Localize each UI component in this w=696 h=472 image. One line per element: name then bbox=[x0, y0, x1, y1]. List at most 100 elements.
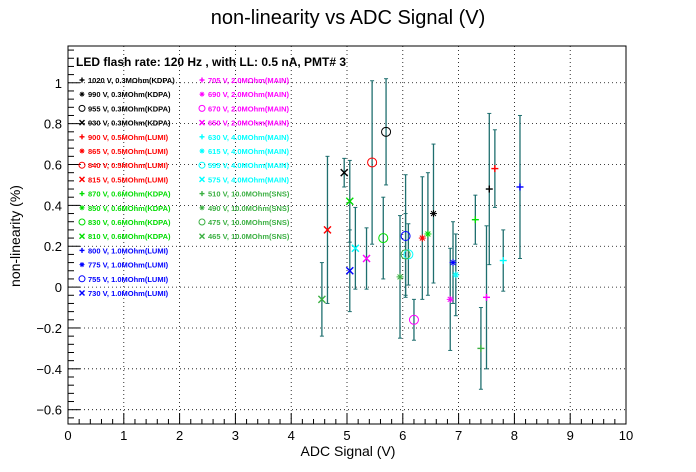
legend-label: 870 V, 0.6MOhm(KDPA) bbox=[88, 190, 171, 199]
legend-marker bbox=[199, 176, 205, 183]
data-point bbox=[452, 271, 460, 279]
data-point bbox=[362, 254, 371, 263]
y-tick-label: 0.6 bbox=[44, 158, 62, 173]
marker-stroke bbox=[400, 231, 411, 242]
data-point bbox=[317, 295, 326, 304]
legend-label: 650 V, 2.0MOhm(MAIN) bbox=[208, 119, 289, 128]
marker-stroke bbox=[78, 104, 86, 112]
legend-entry: 775 V, 1.0MOhm(LUMI) bbox=[79, 261, 169, 270]
y-tick-label: 0.2 bbox=[44, 239, 62, 254]
legend-label: 490 V, 10.0MOhm(SNS) bbox=[208, 204, 290, 213]
data-point bbox=[408, 314, 419, 325]
data-point bbox=[351, 244, 360, 253]
legend-entry: 955 V, 0.3MOhm(KDPA) bbox=[78, 104, 171, 113]
legend-marker bbox=[79, 119, 85, 126]
data-markers bbox=[317, 126, 524, 352]
legend-marker bbox=[78, 218, 86, 226]
legend-marker bbox=[78, 161, 86, 169]
legend-label: 830 V, 0.6MOhm(KDPA) bbox=[88, 218, 171, 227]
data-point bbox=[400, 249, 411, 260]
x-tick-label: 3 bbox=[232, 428, 239, 443]
legend-entry: 730 V, 1.0MOhm(LUMI) bbox=[79, 289, 169, 298]
legend-entry: 840 V, 0.5MOhm(LUMI) bbox=[78, 161, 169, 170]
legend-marker bbox=[199, 77, 205, 83]
data-point bbox=[323, 225, 332, 234]
legend-entry: 810 V, 0.6MOhm(KDPA) bbox=[79, 232, 171, 241]
data-point bbox=[396, 273, 404, 281]
legend-label: 800 V, 1.0MOhm(LUMI) bbox=[88, 246, 169, 255]
legend-label: 1020 V, 0.3MOhm(KDPA) bbox=[88, 76, 175, 85]
legend-marker bbox=[198, 161, 206, 169]
legend-entry: 830 V, 0.6MOhm(KDPA) bbox=[78, 218, 171, 227]
legend-marker bbox=[79, 262, 85, 268]
marker-stroke bbox=[317, 295, 326, 304]
marker-stroke bbox=[345, 266, 354, 275]
data-point bbox=[485, 185, 493, 193]
marker-stroke bbox=[323, 225, 332, 234]
legend-label: 595 V, 4.0MOhm(MAIN) bbox=[208, 161, 289, 170]
legend-entry: 870 V, 0.6MOhm(KDPA) bbox=[79, 190, 171, 199]
y-tick-label: 0.8 bbox=[44, 117, 62, 132]
legend-marker bbox=[79, 91, 85, 97]
data-point bbox=[477, 344, 485, 352]
data-point bbox=[418, 234, 426, 242]
data-point bbox=[340, 168, 349, 177]
legend-label: 730 V, 1.0MOhm(LUMI) bbox=[88, 289, 169, 298]
x-tick-label: 8 bbox=[511, 428, 518, 443]
legend-label: 510 V, 10.0MOhm(SNS) bbox=[208, 190, 290, 199]
legend-label: 900 V, 0.5MOhm(LUMI) bbox=[88, 133, 169, 142]
marker-stroke bbox=[345, 197, 354, 206]
data-point bbox=[424, 230, 432, 238]
y-tick-label: 1 bbox=[55, 76, 62, 91]
legend-marker bbox=[79, 205, 85, 211]
y-tick-label: 0 bbox=[55, 280, 62, 295]
legend-entry: 490 V, 10.0MOhm(SNS) bbox=[199, 204, 290, 213]
x-tick-label: 9 bbox=[567, 428, 574, 443]
chart-title: non-linearity vs ADC Signal (V) bbox=[211, 7, 486, 29]
legend-label: 840 V, 0.5MOhm(LUMI) bbox=[88, 161, 169, 170]
legend-label: 690 V, 2.0MOhm(MAIN) bbox=[208, 90, 289, 99]
data-point bbox=[345, 197, 354, 206]
x-tick-label: 10 bbox=[619, 428, 633, 443]
legend-entry: 630 V, 4.0MOhm(MAIN) bbox=[199, 133, 289, 142]
legend-marker bbox=[79, 290, 85, 296]
legend-marker bbox=[78, 275, 86, 283]
legend-marker bbox=[79, 233, 85, 240]
legend-marker bbox=[199, 148, 205, 154]
legend-marker bbox=[199, 134, 205, 140]
marker-stroke bbox=[351, 244, 360, 253]
x-tick-label: 6 bbox=[399, 428, 406, 443]
legend-entry: 670 V, 2.0MOhm(MAIN) bbox=[198, 104, 289, 113]
x-tick-label: 2 bbox=[176, 428, 183, 443]
legend-entry: 705 V, 2.0MOhm(MAIN) bbox=[199, 76, 289, 85]
legend-label: 630 V, 4.0MOhm(MAIN) bbox=[208, 133, 289, 142]
legend-marker bbox=[198, 218, 206, 226]
legend-marker bbox=[79, 191, 85, 197]
x-tick-label: 5 bbox=[343, 428, 350, 443]
marker-stroke bbox=[198, 161, 206, 169]
data-point bbox=[446, 295, 454, 303]
legend-marker bbox=[79, 77, 85, 83]
data-point bbox=[483, 293, 490, 301]
marker-stroke bbox=[400, 249, 411, 260]
marker-stroke bbox=[199, 119, 205, 126]
legend-entry: 800 V, 1.0MOhm(LUMI) bbox=[79, 246, 169, 255]
marker-stroke bbox=[362, 254, 371, 263]
legend-entry: 990 V, 0.3MOhm(KDPA) bbox=[79, 90, 171, 99]
marker-stroke bbox=[79, 176, 85, 183]
marker-stroke bbox=[199, 233, 205, 240]
data-point bbox=[400, 231, 411, 242]
legend-marker bbox=[199, 91, 205, 97]
legend-entry: 475 V, 10.0MOhm(SNS) bbox=[198, 218, 290, 227]
legend-entry: 650 V, 2.0MOhm(MAIN) bbox=[199, 119, 289, 128]
marker-stroke bbox=[403, 249, 414, 260]
legend-label: 990 V, 0.3MOhm(KDPA) bbox=[88, 90, 171, 99]
data-point bbox=[345, 266, 354, 275]
legend-entry: 930 V, 0.3MOhm(KDPA) bbox=[79, 119, 171, 128]
y-tick-label: −0.6 bbox=[36, 403, 62, 418]
legend-entry: 510 V, 10.0MOhm(SNS) bbox=[199, 190, 290, 199]
legend-marker bbox=[198, 104, 206, 112]
marker-stroke bbox=[381, 126, 392, 137]
legend-label: 775 V, 1.0MOhm(LUMI) bbox=[88, 261, 169, 270]
